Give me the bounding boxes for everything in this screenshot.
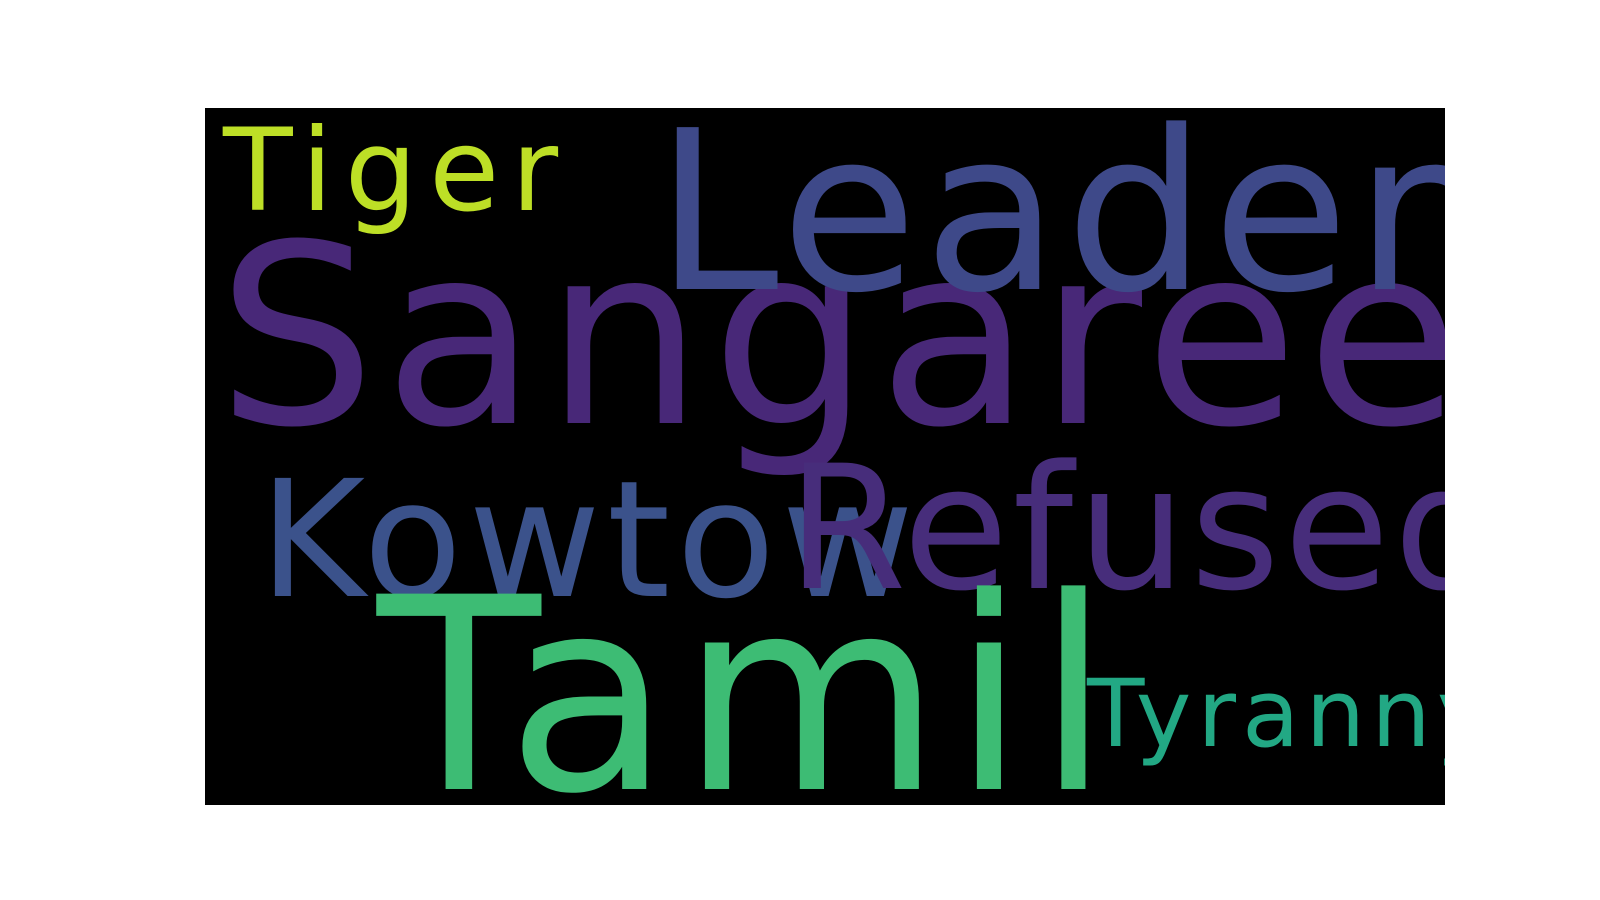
word-tamil: Tamil xyxy=(377,541,1121,805)
word-leader: Leader xyxy=(655,108,1445,342)
word-sangaree: Sangaree xyxy=(217,191,1445,482)
word-tiger: Tiger xyxy=(223,108,571,237)
word-cloud: Sangaree Leader Tiger Kowtow Refused Tam… xyxy=(205,108,1445,805)
word-kowtow: Kowtow xyxy=(259,447,920,635)
word-tyranny: Tyranny xyxy=(1087,660,1445,769)
word-refused: Refused xyxy=(787,428,1445,629)
